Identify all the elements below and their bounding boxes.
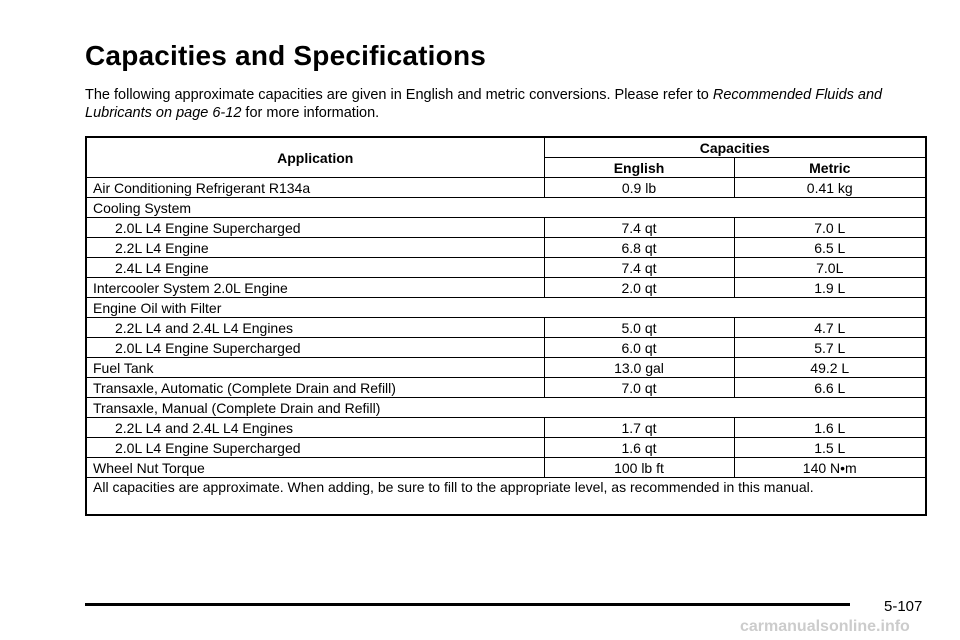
english-value: 13.0 gal bbox=[543, 357, 735, 378]
english-value: 100 lb ft bbox=[543, 457, 735, 478]
english-value: 1.7 qt bbox=[543, 417, 735, 438]
table-row: Transaxle, Automatic (Complete Drain and… bbox=[85, 377, 927, 398]
metric-value: 7.0L bbox=[733, 257, 927, 278]
column-header: Capacities bbox=[543, 136, 927, 158]
metric-value: 1.9 L bbox=[733, 277, 927, 298]
metric-value: 49.2 L bbox=[733, 357, 927, 378]
application: 2.0L L4 Engine Supercharged bbox=[85, 437, 545, 458]
table-row: 2.2L L4 and 2.4L L4 Engines 1.7 qt 1.6 L bbox=[85, 417, 927, 438]
english-value: 1.6 qt bbox=[543, 437, 735, 458]
application: 2.0L L4 Engine Supercharged bbox=[85, 217, 545, 238]
intro-text: for more information. bbox=[241, 105, 380, 121]
english-value: 7.0 qt bbox=[543, 377, 735, 398]
application: 2.0L L4 Engine Supercharged bbox=[85, 337, 545, 358]
header-row: English Metric bbox=[86, 157, 927, 178]
header-row: Application Capacities bbox=[85, 136, 927, 178]
application: 2.2L L4 Engine bbox=[85, 237, 545, 258]
table-row: 2.0L L4 Engine Supercharged 1.6 qt 1.5 L bbox=[85, 437, 927, 458]
group-label: Cooling System bbox=[85, 197, 927, 218]
table-row: 2.2L L4 Engine 6.8 qt 6.5 L bbox=[85, 237, 927, 258]
table-row: 2.4L L4 Engine 7.4 qt 7.0L bbox=[85, 257, 927, 278]
note-row: All capacities are approximate. When add… bbox=[85, 477, 927, 516]
english-value: 7.4 qt bbox=[543, 217, 735, 238]
application: Fuel Tank bbox=[85, 357, 545, 378]
english-value: 5.0 qt bbox=[543, 317, 735, 338]
metric-value: 1.5 L bbox=[733, 437, 927, 458]
intro-link: Recommended Fluids and Lubricants on pag… bbox=[85, 87, 883, 121]
metric-value: 6.6 L bbox=[733, 377, 927, 398]
group-row: Cooling System bbox=[85, 197, 927, 218]
metric-value: 4.7 L bbox=[733, 317, 927, 338]
table-row: Intercooler System 2.0L Engine 2.0 qt 1.9 … bbox=[85, 277, 927, 298]
english-value: 6.0 qt bbox=[543, 337, 735, 358]
english-value: 0.9 lb bbox=[543, 177, 735, 198]
metric-value: 6.5 L bbox=[733, 237, 927, 258]
group-label: Transaxle, Manual (Complete Drain and Re… bbox=[85, 397, 927, 418]
application: Transaxle, Automatic (Complete Drain and… bbox=[85, 377, 545, 398]
intro-text: The following approximate capacities are… bbox=[85, 87, 713, 103]
metric-value: 5.7 L bbox=[733, 337, 927, 358]
application: 2.4L L4 Engine bbox=[85, 257, 545, 278]
metric-value: 1.6 L bbox=[733, 417, 927, 438]
group-label: Engine Oil with Filter bbox=[85, 297, 927, 318]
english-value: 2.0 qt bbox=[543, 277, 735, 298]
table-row: Air Conditioning Refrigerant R134a 0.9 lb… bbox=[85, 177, 927, 198]
table-row: 2.2L L4 and 2.4L L4 Engines 5.0 qt 4.7 L bbox=[85, 317, 927, 338]
application: Intercooler System 2.0L Engine bbox=[85, 277, 545, 298]
metric-value: 0.41 kg bbox=[733, 177, 927, 198]
watermark: carmanualsonline.info bbox=[740, 618, 910, 635]
footer-rule bbox=[85, 603, 850, 606]
column-header: Application bbox=[85, 136, 545, 178]
application: 2.2L L4 and 2.4L L4 Engines bbox=[85, 317, 545, 338]
capacities-table: Application Capacities English Metric Ai… bbox=[85, 136, 928, 516]
table-row: 2.0L L4 Engine Supercharged 7.4 qt 7.0 L bbox=[85, 217, 927, 238]
group-row: Transaxle, Manual (Complete Drain and Re… bbox=[85, 397, 927, 418]
application: Wheel Nut Torque bbox=[85, 457, 545, 478]
english-value: 6.8 qt bbox=[543, 237, 735, 258]
title: Capacities and Specifications bbox=[85, 40, 487, 71]
table-row: Wheel Nut Torque 100 lb ft 140 N•m bbox=[85, 457, 927, 478]
column-header: Metric bbox=[733, 157, 927, 178]
english-value: 7.4 qt bbox=[543, 257, 735, 278]
metric-value: 7.0 L bbox=[733, 217, 927, 238]
note: All capacities are approximate. When add… bbox=[85, 477, 927, 516]
table-row: Fuel Tank 13.0 gal 49.2 L bbox=[85, 357, 927, 378]
metric-value: 140 N•m bbox=[733, 457, 927, 478]
page-number: 5-107 bbox=[884, 598, 923, 615]
application: 2.2L L4 and 2.4L L4 Engines bbox=[85, 417, 545, 438]
column-header: English bbox=[543, 157, 735, 178]
intro: The following approximate capacities are… bbox=[85, 86, 915, 122]
group-row: Engine Oil with Filter bbox=[85, 297, 927, 318]
application: Air Conditioning Refrigerant R134a bbox=[85, 177, 545, 198]
table-row: 2.0L L4 Engine Supercharged 6.0 qt 5.7 L bbox=[85, 337, 927, 358]
